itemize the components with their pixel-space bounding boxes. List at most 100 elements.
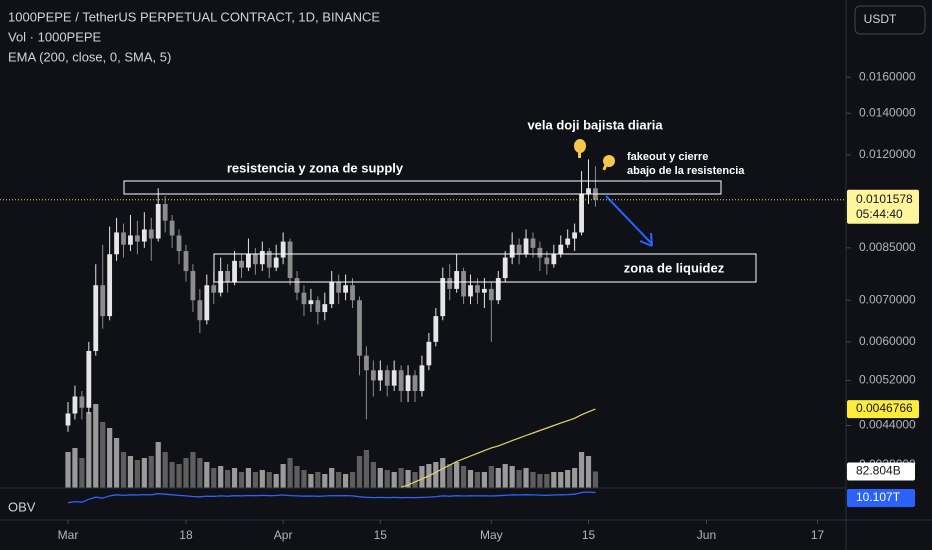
candle-body: [377, 370, 383, 381]
candle-body: [141, 229, 147, 242]
obv-line: [67, 491, 596, 504]
volume-bar: [113, 438, 120, 488]
volume-bar: [412, 472, 418, 488]
y-tick-label: 0.0070000: [859, 292, 916, 306]
candle-body: [370, 370, 376, 381]
volume-bar: [391, 472, 397, 488]
volume-bar: [211, 468, 217, 488]
candle-body: [204, 285, 210, 321]
volume-bar: [336, 472, 342, 488]
ema-legend: EMA (200, close, 0, SMA, 5): [8, 49, 171, 64]
candle-body: [364, 355, 369, 371]
volume-bar: [86, 412, 92, 488]
volume-bar: [398, 468, 404, 488]
pointing-hand: [602, 155, 615, 171]
volume-bar: [523, 468, 529, 488]
chart-title: 1000PEPE / TetherUS PERPETUAL CONTRACT, …: [8, 9, 380, 24]
x-tick-label: Jun: [697, 528, 716, 542]
candle-body: [280, 241, 286, 258]
volume-bar: [294, 466, 300, 488]
candle-body: [128, 235, 133, 245]
volume-bar: [238, 472, 245, 488]
volume-bar: [447, 464, 453, 488]
volume-bar: [231, 468, 238, 488]
candle-body: [475, 285, 480, 293]
y-tick-label: 0.0120000: [859, 147, 916, 161]
candle-body: [336, 281, 342, 293]
annotation: abajo de la resistencia: [627, 165, 745, 177]
candle-body: [384, 370, 390, 386]
y-tick-label: 0.0060000: [859, 334, 916, 348]
volume-bar: [363, 450, 370, 488]
volume-bar: [120, 452, 127, 488]
y-tick-label: 0.0160000: [859, 69, 916, 83]
y-tick-label: 0.0052000: [859, 373, 916, 387]
candle-body: [322, 304, 328, 313]
volume-bar: [100, 422, 106, 488]
arrow-head: [639, 232, 653, 247]
candle-body: [419, 365, 425, 392]
volume-bar: [280, 464, 286, 488]
candle-body: [391, 370, 397, 386]
candle-body: [246, 254, 251, 268]
candle-body: [488, 288, 494, 301]
candle-body: [551, 254, 557, 265]
volume-bar: [530, 472, 536, 488]
countdown: 05:44:40: [856, 207, 903, 221]
volume-bar: [370, 462, 376, 488]
candle-body: [211, 285, 217, 293]
volume-bar: [141, 458, 147, 488]
candle-body: [537, 247, 543, 258]
candle-body: [86, 350, 92, 408]
volume-bar: [134, 460, 140, 488]
supply-zone: [123, 180, 722, 195]
volume-bar: [460, 466, 467, 488]
volume-bar: [93, 404, 99, 488]
candle-body: [447, 278, 453, 289]
annotation: fakeout y cierre: [627, 151, 708, 163]
volume-bar: [315, 472, 321, 488]
price-label-box: [847, 189, 919, 224]
x-tick-label: 15: [374, 528, 388, 542]
volume-bar: [343, 474, 349, 488]
volume-bar: [544, 474, 550, 488]
volume-bar: [183, 458, 189, 488]
volume-bar: [419, 466, 425, 488]
x-tick-label: May: [480, 528, 503, 542]
candle-body: [426, 341, 432, 366]
ema-label-box: [847, 400, 919, 419]
volume-bar: [495, 468, 501, 488]
volume-bar: [287, 458, 293, 488]
candle-body: [183, 251, 189, 272]
volume-bar: [481, 472, 487, 488]
annotation: vela doji bajista diaria: [527, 117, 663, 132]
currency[interactable]: USDT: [864, 12, 897, 26]
volume-bar: [565, 470, 571, 488]
candle-body: [93, 285, 99, 351]
candle-body: [482, 288, 487, 293]
volume-bar: [516, 470, 522, 488]
candle-body: [148, 229, 154, 239]
volume-bar: [558, 472, 564, 488]
x-tick-label: 15: [582, 528, 596, 542]
candle-body: [252, 254, 258, 265]
candle-body: [329, 281, 335, 305]
volume-bar: [155, 442, 161, 488]
obv-label-box: [847, 489, 915, 507]
candle-body: [294, 278, 300, 293]
ema-line: [400, 408, 596, 488]
volume-bar: [405, 470, 411, 488]
volume-bar: [537, 474, 543, 488]
volume-bar: [592, 471, 599, 488]
currency-button[interactable]: [854, 5, 926, 35]
volume-bar: [301, 470, 307, 488]
candle-body: [301, 292, 307, 305]
candle-body: [259, 251, 265, 265]
candle-body: [315, 300, 321, 313]
volume-bar: [377, 468, 383, 488]
volume-bar: [509, 466, 515, 488]
volume-bar: [79, 458, 85, 488]
y-tick-label: 0.0085000: [859, 240, 916, 254]
candle-body: [107, 254, 113, 317]
